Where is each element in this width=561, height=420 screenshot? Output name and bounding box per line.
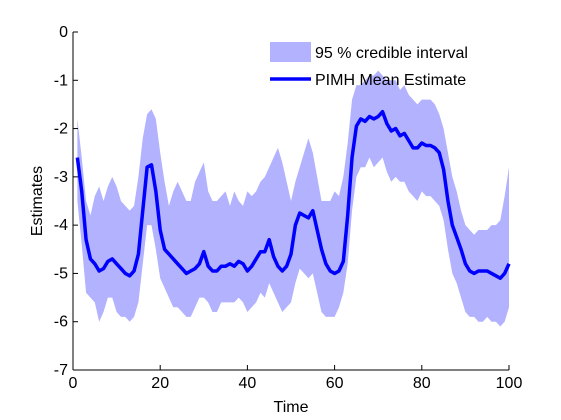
y-tick-label: -3 bbox=[54, 169, 68, 186]
y-tick-label: -6 bbox=[54, 314, 68, 331]
mean-estimate-line bbox=[75, 109, 511, 281]
y-tick-label: 0 bbox=[59, 24, 68, 41]
credible-interval-band bbox=[77, 70, 510, 327]
credible-interval-layer bbox=[77, 70, 510, 327]
x-tick-label: 60 bbox=[326, 375, 344, 392]
x-axis-label: Time bbox=[274, 399, 309, 416]
y-tick-label: -5 bbox=[54, 265, 68, 282]
x-tick-label: 40 bbox=[239, 375, 257, 392]
y-axis-label: Estimates bbox=[29, 166, 46, 236]
legend: 95 % credible interval PIMH Mean Estimat… bbox=[270, 42, 468, 89]
legend-band-label: 95 % credible interval bbox=[315, 45, 468, 62]
ticks: 0 20 40 60 80 100 0 -1 -2 -3 -4 -5 -6 -7 bbox=[54, 24, 523, 392]
x-tick-label: 80 bbox=[413, 375, 431, 392]
x-tick-label: 20 bbox=[151, 375, 169, 392]
y-tick-label: -2 bbox=[54, 121, 68, 138]
axes bbox=[72, 32, 509, 371]
y-tick-label: -7 bbox=[54, 362, 68, 379]
legend-band-swatch bbox=[270, 42, 311, 62]
mean-line-layer bbox=[75, 109, 511, 281]
y-tick-label: -1 bbox=[54, 72, 68, 89]
y-tick-label: -4 bbox=[54, 217, 68, 234]
x-tick-label: 100 bbox=[496, 375, 523, 392]
x-tick-label: 0 bbox=[69, 375, 78, 392]
legend-line-label: PIMH Mean Estimate bbox=[315, 72, 466, 89]
